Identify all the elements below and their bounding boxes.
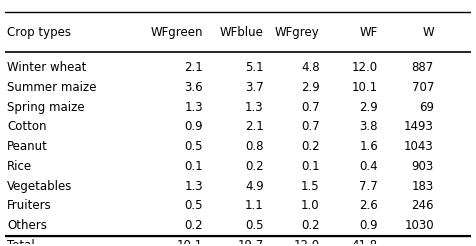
Text: 0.2: 0.2 (245, 160, 264, 173)
Text: 0.1: 0.1 (184, 160, 203, 173)
Text: Spring maize: Spring maize (7, 101, 85, 114)
Text: WFgrey: WFgrey (275, 26, 320, 39)
Text: 7.7: 7.7 (359, 180, 378, 193)
Text: Summer maize: Summer maize (7, 81, 97, 94)
Text: 0.2: 0.2 (301, 140, 320, 153)
Text: 1493: 1493 (404, 120, 434, 133)
Text: Winter wheat: Winter wheat (7, 61, 87, 74)
Text: 4.9: 4.9 (245, 180, 264, 193)
Text: 1.3: 1.3 (184, 101, 203, 114)
Text: 0.5: 0.5 (185, 140, 203, 153)
Text: 2.6: 2.6 (359, 200, 378, 213)
Text: 12.0: 12.0 (352, 61, 378, 74)
Text: Others: Others (7, 219, 47, 232)
Text: 887: 887 (412, 61, 434, 74)
Text: 4.8: 4.8 (301, 61, 320, 74)
Text: 12.0: 12.0 (294, 239, 320, 246)
Text: WF: WF (360, 26, 378, 39)
Text: Crop types: Crop types (7, 26, 71, 39)
Text: 41.8: 41.8 (352, 239, 378, 246)
Text: 69: 69 (419, 101, 434, 114)
Text: 1.3: 1.3 (245, 101, 264, 114)
Text: 0.5: 0.5 (185, 200, 203, 213)
Text: 2.1: 2.1 (184, 61, 203, 74)
Text: Vegetables: Vegetables (7, 180, 72, 193)
Text: 0.1: 0.1 (301, 160, 320, 173)
Text: 2.9: 2.9 (301, 81, 320, 94)
Text: 0.2: 0.2 (301, 219, 320, 232)
Text: 1043: 1043 (404, 140, 434, 153)
Text: Cotton: Cotton (7, 120, 47, 133)
Text: Total: Total (7, 239, 35, 246)
Text: 0.8: 0.8 (245, 140, 264, 153)
Text: 1.5: 1.5 (301, 180, 320, 193)
Text: 1030: 1030 (404, 219, 434, 232)
Text: 2.9: 2.9 (359, 101, 378, 114)
Text: 5.1: 5.1 (245, 61, 264, 74)
Text: 0.7: 0.7 (301, 120, 320, 133)
Text: 1.3: 1.3 (184, 180, 203, 193)
Text: 10.1: 10.1 (177, 239, 203, 246)
Text: Rice: Rice (7, 160, 32, 173)
Text: WFblue: WFblue (220, 26, 264, 39)
Text: 0.9: 0.9 (359, 219, 378, 232)
Text: Fruiters: Fruiters (7, 200, 52, 213)
Text: 707: 707 (412, 81, 434, 94)
Text: 0.2: 0.2 (184, 219, 203, 232)
Text: 0.9: 0.9 (184, 120, 203, 133)
Text: 903: 903 (412, 160, 434, 173)
Text: 3.7: 3.7 (245, 81, 264, 94)
Text: 246: 246 (411, 200, 434, 213)
Text: 1.6: 1.6 (359, 140, 378, 153)
Text: 0.7: 0.7 (301, 101, 320, 114)
Text: Peanut: Peanut (7, 140, 48, 153)
Text: WFgreen: WFgreen (150, 26, 203, 39)
Text: W: W (422, 26, 434, 39)
Text: 1.0: 1.0 (301, 200, 320, 213)
Text: 3.8: 3.8 (359, 120, 378, 133)
Text: 2.1: 2.1 (245, 120, 264, 133)
Text: 10.1: 10.1 (352, 81, 378, 94)
Text: 183: 183 (412, 180, 434, 193)
Text: 19.7: 19.7 (238, 239, 264, 246)
Text: 1.1: 1.1 (245, 200, 264, 213)
Text: 3.6: 3.6 (184, 81, 203, 94)
Text: 0.5: 0.5 (245, 219, 264, 232)
Text: 0.4: 0.4 (359, 160, 378, 173)
